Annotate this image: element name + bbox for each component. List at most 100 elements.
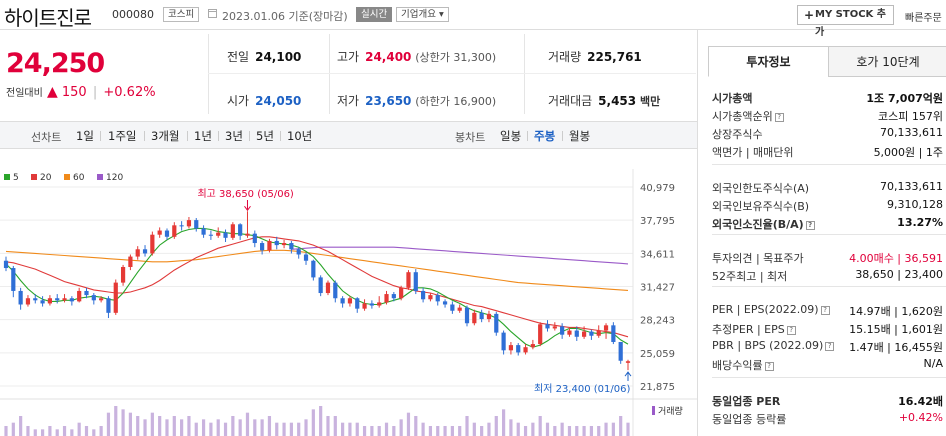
volume-bar <box>443 426 447 436</box>
divider <box>208 73 696 74</box>
candle-body <box>340 298 345 304</box>
period-1d[interactable]: 1일 <box>76 129 94 143</box>
volume-bar <box>275 422 279 436</box>
metric-volume: 거래량 225,761 <box>548 48 642 65</box>
candle-weekly[interactable]: 주봉 <box>534 129 556 143</box>
tab-invest-info[interactable]: 투자정보 <box>708 46 829 77</box>
candle-daily[interactable]: 일봉 <box>500 129 522 143</box>
low-arrow-head <box>624 371 632 377</box>
candle-body <box>545 324 550 329</box>
y-tick-label: 31,427 <box>640 283 675 294</box>
candle-body <box>486 313 492 320</box>
date-text: 2023.01.06 기준(장마감) <box>222 10 348 23</box>
candle-body <box>625 361 631 363</box>
period-3y[interactable]: 3년 <box>225 129 243 143</box>
info-label: 투자의견 | 목표주가 <box>712 252 804 265</box>
info-label: 동일업종 등락률 <box>712 413 787 426</box>
volume-bar <box>289 422 293 436</box>
candle-body <box>413 272 418 291</box>
separator <box>249 131 250 141</box>
info-label: 52주최고 | 최저 <box>712 270 788 283</box>
add-mystock-button[interactable]: + MY STOCK 추가 <box>797 5 894 38</box>
period-3m[interactable]: 3개월 <box>151 129 180 143</box>
legend-swatch <box>64 174 70 180</box>
volume-bar <box>4 426 8 436</box>
volume-bar <box>172 416 176 436</box>
info-value: 70,133,611 <box>880 180 943 193</box>
metric-value: 225,761 <box>587 50 642 64</box>
info-label: 동일업종 PER <box>712 395 781 408</box>
info-value: +0.42% <box>898 411 943 424</box>
high-annotation: 최고 38,650 (05/06) <box>197 188 293 200</box>
realtime-badge[interactable]: 실시간 <box>356 7 393 22</box>
candle-body <box>303 254 309 261</box>
help-icon[interactable]: ? <box>820 306 830 315</box>
row-divider <box>712 377 946 378</box>
company-overview-button[interactable]: 기업개요 ▾ <box>396 7 449 22</box>
volume-bar <box>99 426 103 436</box>
info-label: PBR | BPS (2022.09)? <box>712 339 835 352</box>
volume-bar <box>84 426 89 436</box>
stock-chart[interactable]: 40,979 37,795 34,611 31,427 28,243 25,059 21,8… <box>0 149 697 436</box>
volume-bar <box>472 422 476 436</box>
volume-bar <box>128 412 132 436</box>
add-mystock-label: MY STOCK 추가 <box>815 9 886 38</box>
separator <box>100 131 101 141</box>
metric-value: 23,650 <box>365 94 412 108</box>
candle-body <box>91 295 96 301</box>
candle-body <box>450 304 455 311</box>
period-1y[interactable]: 1년 <box>194 129 212 143</box>
volume-bar <box>399 419 403 436</box>
info-row: 액면가 | 매매단위 5,000원 | 1주 <box>712 142 946 161</box>
volume-bar <box>187 416 191 436</box>
candle-body <box>120 266 126 283</box>
help-icon[interactable]: ? <box>786 326 796 335</box>
candle-body <box>40 300 45 304</box>
period-10y[interactable]: 10년 <box>287 129 313 143</box>
candle-body <box>106 298 111 313</box>
volume-bar <box>538 416 542 436</box>
candle-body <box>472 312 477 324</box>
info-row: 동일업종 PER 16.42배 <box>712 391 946 410</box>
metric-value: 5,453 <box>598 94 637 108</box>
row-divider <box>712 164 946 165</box>
candle-body <box>99 298 104 301</box>
info-value: N/A <box>923 357 943 370</box>
help-icon[interactable]: ? <box>805 221 815 230</box>
y-tick-label: 40,979 <box>640 183 675 194</box>
period-1w[interactable]: 1주일 <box>108 129 137 143</box>
candle-body <box>479 312 484 320</box>
stock-header: 하이트진로 000080 코스피 2023.01.06 기준(장마감) 실시간 … <box>0 0 946 38</box>
volume-bar <box>509 419 513 436</box>
candle-body <box>325 282 331 294</box>
y-tick-label: 28,243 <box>640 316 675 327</box>
volume-bar <box>326 416 330 436</box>
volume-bar <box>40 429 45 436</box>
help-icon[interactable]: ? <box>774 113 784 122</box>
quick-order-link[interactable]: 빠른주문 <box>905 13 942 24</box>
volume-bar <box>143 419 147 436</box>
stock-code: 000080 <box>112 8 154 21</box>
candle-body <box>216 232 221 236</box>
candle-body <box>406 272 411 288</box>
candle-body <box>574 330 579 337</box>
info-row: 시가총액순위? 코스피 157위 <box>712 106 946 125</box>
candle-body <box>274 240 279 246</box>
volume-bar <box>114 406 118 436</box>
info-row: 투자의견 | 목표주가 4.00매수 | 36,591 <box>712 248 946 267</box>
candle-monthly[interactable]: 월봉 <box>569 129 591 143</box>
legend-swatch <box>97 174 103 180</box>
volume-bar <box>545 422 550 436</box>
candle-body <box>223 232 228 238</box>
divider <box>329 34 330 114</box>
candle-body <box>581 331 587 337</box>
volume-bar <box>480 426 484 436</box>
volume-bar <box>458 426 462 436</box>
volume-bar <box>33 429 37 436</box>
tab-quote-10[interactable]: 호가 10단계 <box>828 46 946 77</box>
help-icon[interactable]: ? <box>825 342 835 351</box>
period-5y[interactable]: 5년 <box>256 129 274 143</box>
volume-bar <box>26 426 30 436</box>
candle-body <box>369 303 374 306</box>
help-icon[interactable]: ? <box>764 362 774 371</box>
